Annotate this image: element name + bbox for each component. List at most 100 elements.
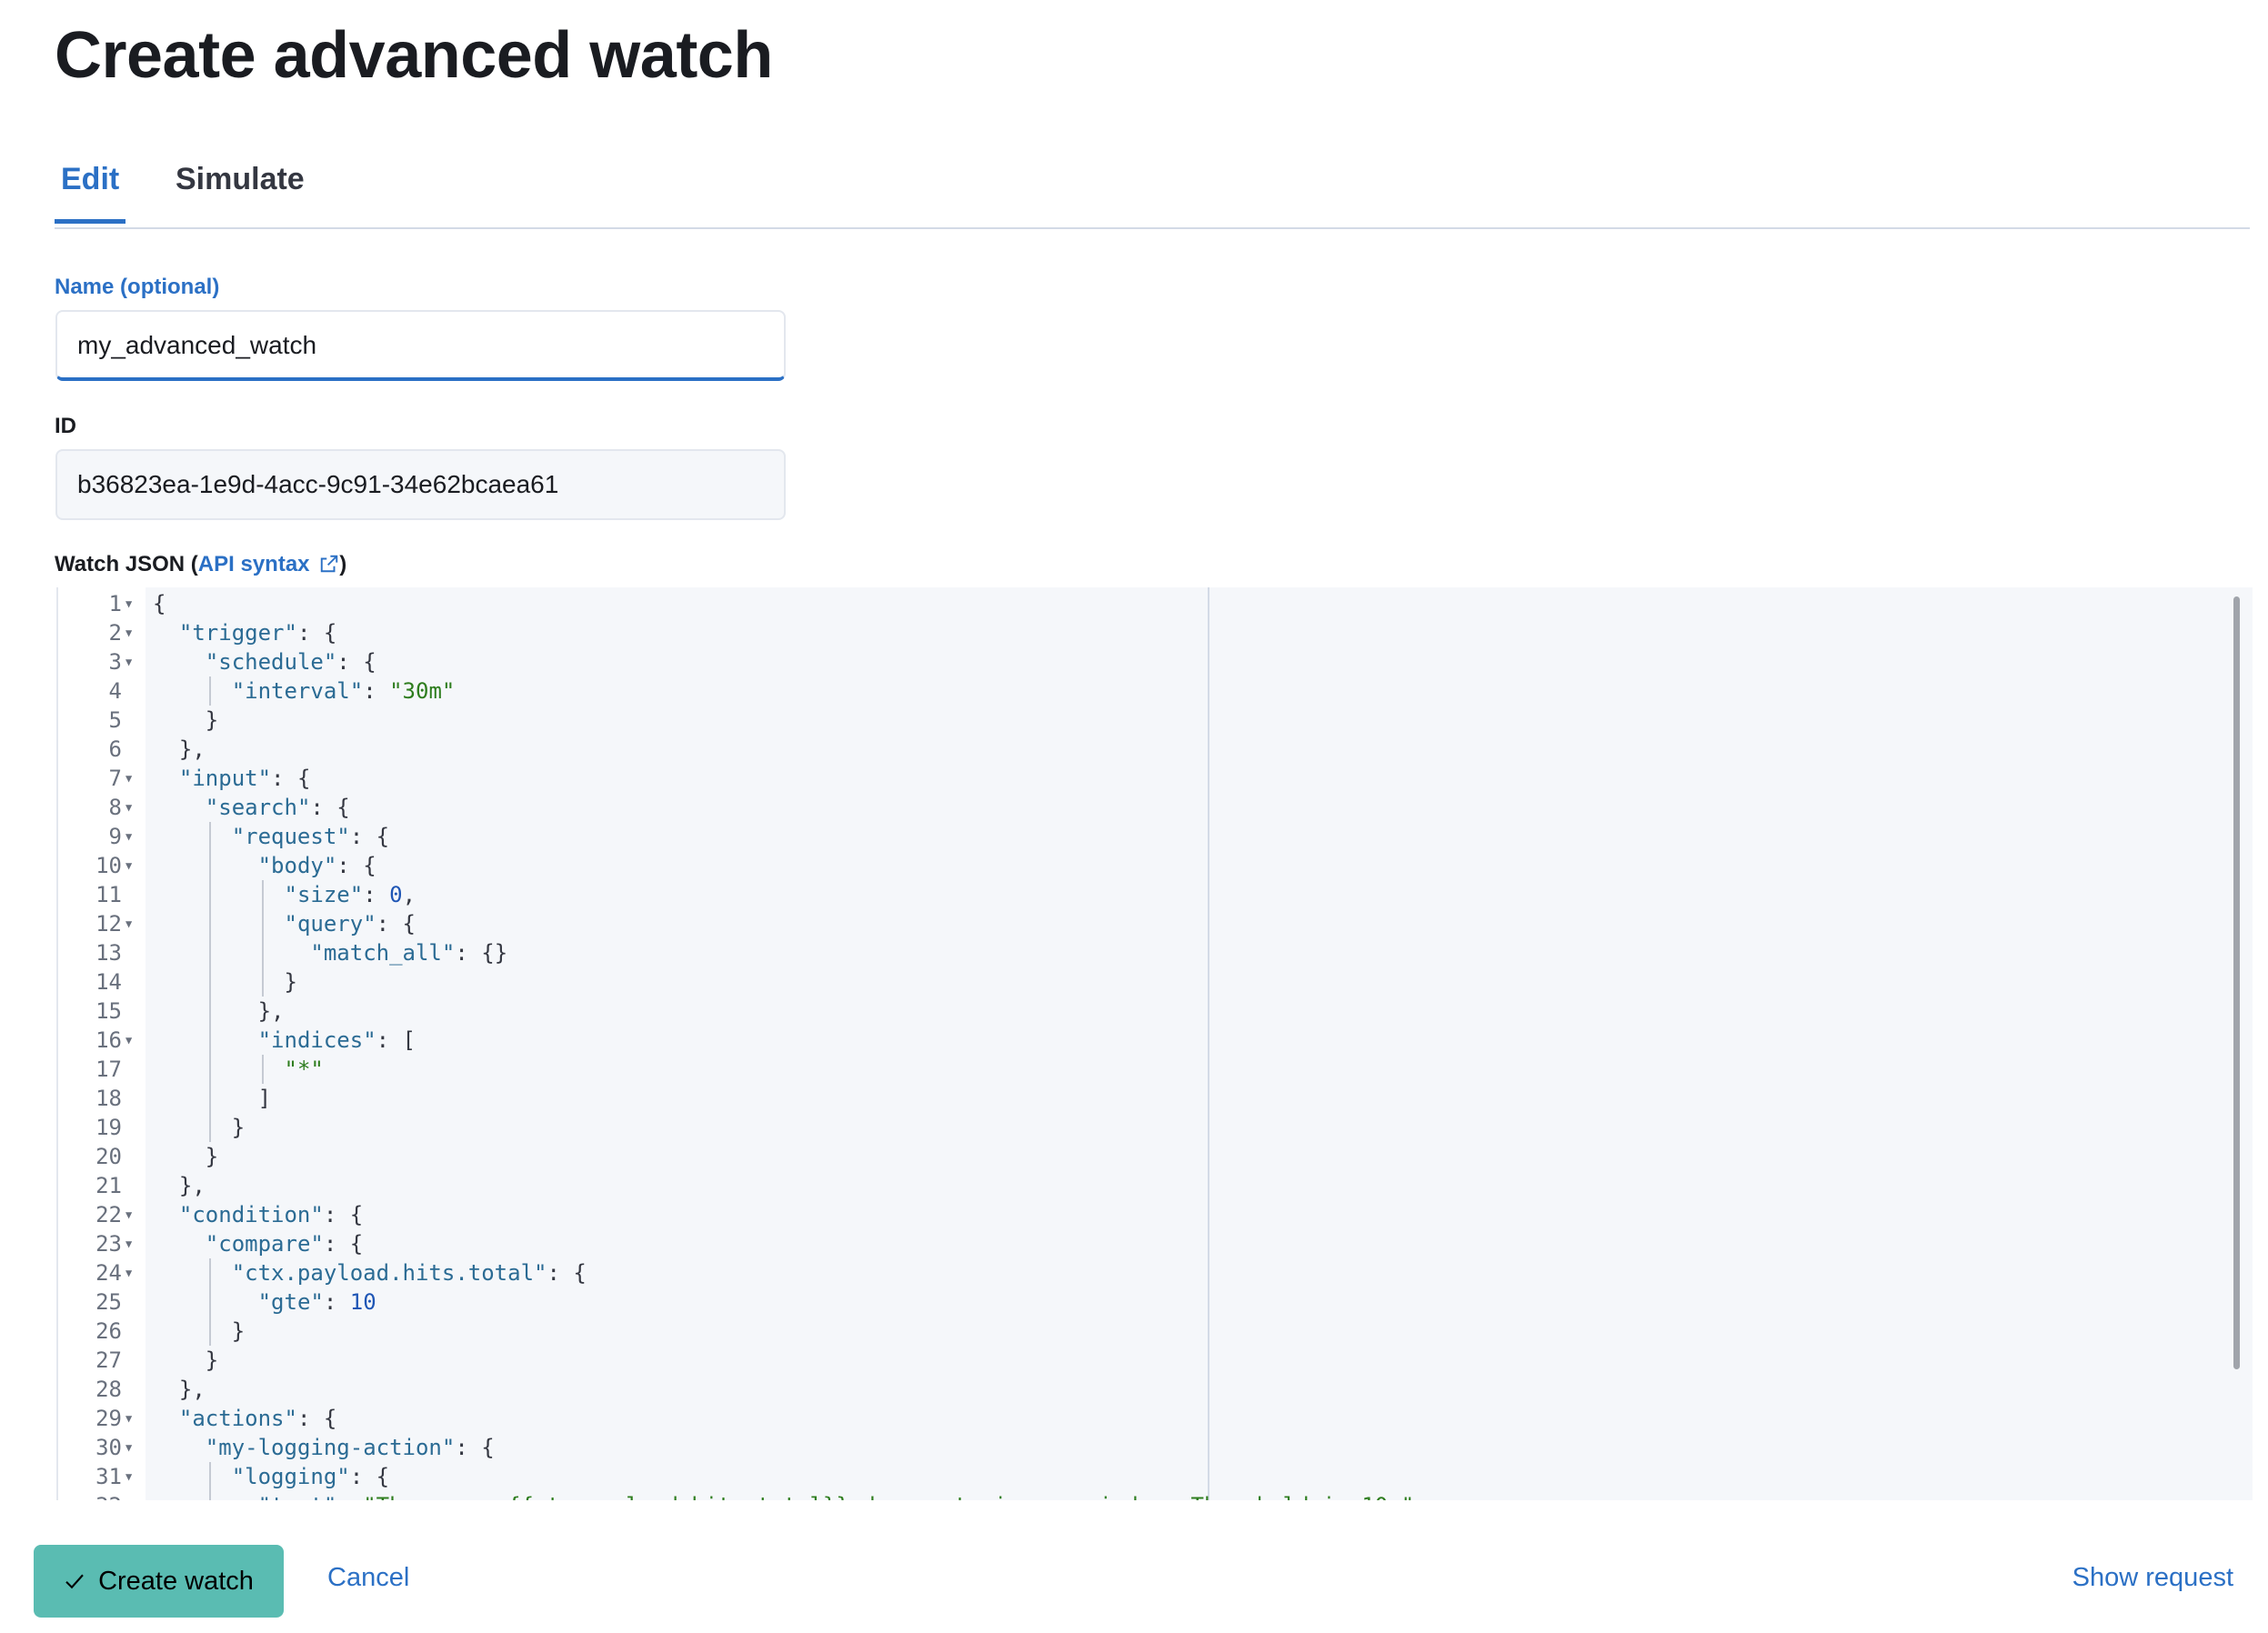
indent-guide bbox=[261, 938, 264, 967]
code-line: 5} bbox=[58, 706, 2241, 735]
fold-toggle-icon[interactable]: ▼ bbox=[125, 830, 133, 843]
json-key: "indices" bbox=[257, 1027, 376, 1053]
json-key: "trigger" bbox=[178, 620, 297, 646]
code-text: "body": { bbox=[258, 851, 376, 880]
line-number: 1 bbox=[108, 591, 122, 616]
code-line: 32 "text": "There are {{ctx.payload.hits.… bbox=[58, 1491, 2241, 1500]
json-punctuation: : { bbox=[336, 853, 376, 878]
line-number: 32 bbox=[58, 1491, 122, 1500]
indent-guide bbox=[208, 1491, 211, 1500]
json-punctuation: : { bbox=[336, 649, 376, 675]
line-number: 30 bbox=[95, 1435, 122, 1460]
line-number: 13 bbox=[95, 940, 122, 966]
fold-toggle-icon[interactable]: ▼ bbox=[125, 1441, 133, 1454]
json-punctuation: } bbox=[231, 1318, 246, 1344]
line-number: 15 bbox=[95, 998, 122, 1024]
code-line: 4 "interval": "30m" bbox=[58, 676, 2241, 706]
json-code-editor[interactable]: 1 ▼{2 ▼ "trigger": {3 ▼ "schedule": {4 "interv… bbox=[56, 587, 2253, 1500]
json-key: "input" bbox=[178, 766, 272, 791]
json-key: "gte" bbox=[257, 1289, 324, 1315]
code-text: "*" bbox=[285, 1055, 324, 1084]
fold-toggle-icon[interactable]: ▼ bbox=[125, 1267, 133, 1279]
line-number: 19 bbox=[95, 1115, 122, 1140]
fold-toggle-icon[interactable]: ▼ bbox=[125, 801, 133, 814]
json-punctuation: : { bbox=[323, 1202, 364, 1227]
code-line: 28}, bbox=[58, 1375, 2241, 1404]
code-text: "ctx.payload.hits.total": { bbox=[232, 1258, 587, 1287]
code-text: } bbox=[232, 1113, 245, 1142]
json-punctuation: : { bbox=[376, 911, 416, 937]
json-key: "my-logging-action" bbox=[205, 1435, 456, 1460]
line-number: 25 bbox=[95, 1289, 122, 1315]
json-string: "There are {{ctx.payload.hits.total}} do… bbox=[363, 1493, 1414, 1500]
fold-toggle-icon[interactable]: ▼ bbox=[125, 626, 133, 639]
fold-toggle-icon[interactable]: ▼ bbox=[125, 656, 133, 668]
code-line: 15}, bbox=[58, 997, 2241, 1026]
line-number: 16 bbox=[95, 1027, 122, 1053]
code-line: 2 ▼ "trigger": { bbox=[58, 618, 2241, 647]
fold-toggle-icon[interactable]: ▼ bbox=[125, 1470, 133, 1483]
json-punctuation: } bbox=[205, 707, 219, 733]
fold-toggle-icon[interactable]: ▼ bbox=[125, 859, 133, 872]
code-line: 14} bbox=[58, 967, 2241, 997]
code-line: 1 ▼ { bbox=[58, 589, 2241, 618]
code-text: "match_all": {} bbox=[310, 938, 507, 967]
json-key: "ctx.payload.hits.total" bbox=[231, 1260, 547, 1286]
code-text: }, bbox=[179, 735, 206, 764]
editor-scrollbar[interactable] bbox=[2233, 596, 2240, 1369]
fold-toggle-icon[interactable]: ▼ bbox=[125, 1412, 133, 1425]
watch-json-label-text: Watch JSON ( bbox=[55, 552, 198, 576]
line-number: 18 bbox=[95, 1086, 122, 1111]
json-punctuation: } bbox=[284, 969, 297, 995]
line-number: 20 bbox=[95, 1144, 122, 1169]
code-line: 26} bbox=[58, 1317, 2241, 1346]
json-punctuation: } bbox=[231, 1115, 246, 1140]
tab-simulate[interactable]: Simulate bbox=[176, 162, 305, 196]
line-number: 23 bbox=[95, 1231, 122, 1257]
fold-toggle-icon[interactable]: ▼ bbox=[125, 1237, 133, 1250]
code-line: 25 "gte": 10 bbox=[58, 1287, 2241, 1317]
line-number: 26 bbox=[95, 1318, 122, 1344]
indent-guide bbox=[208, 851, 211, 880]
create-watch-label: Create watch bbox=[98, 1566, 254, 1596]
code-line: 18] bbox=[58, 1084, 2241, 1113]
create-watch-button[interactable]: Create watch bbox=[34, 1545, 284, 1618]
json-punctuation: { bbox=[153, 591, 166, 616]
tab-edit[interactable]: Edit bbox=[55, 162, 126, 224]
code-text: }, bbox=[258, 997, 285, 1026]
code-line: 12 ▼ "query": { bbox=[58, 909, 2241, 938]
fold-toggle-icon[interactable]: ▼ bbox=[125, 917, 133, 930]
indent-guide bbox=[208, 967, 211, 997]
json-punctuation: : {} bbox=[455, 940, 508, 966]
cancel-button[interactable]: Cancel bbox=[327, 1563, 410, 1592]
json-key: "body" bbox=[257, 853, 337, 878]
json-punctuation: }, bbox=[178, 736, 206, 762]
code-text: } bbox=[206, 1142, 218, 1171]
json-punctuation: } bbox=[205, 1144, 219, 1169]
fold-toggle-icon[interactable]: ▼ bbox=[125, 772, 133, 785]
fold-toggle-icon[interactable]: ▼ bbox=[125, 1208, 133, 1221]
print-margin bbox=[1208, 587, 1209, 1500]
json-punctuation: : { bbox=[349, 824, 390, 849]
indent-guide bbox=[261, 967, 264, 997]
api-syntax-link-text[interactable]: API syntax bbox=[197, 552, 310, 576]
line-number: 12 bbox=[95, 911, 122, 937]
show-request-button[interactable]: Show request bbox=[2072, 1563, 2233, 1592]
api-syntax-link[interactable]: API syntax bbox=[198, 552, 339, 576]
json-punctuation: : { bbox=[271, 766, 311, 791]
page-title: Create advanced watch bbox=[55, 19, 773, 92]
json-number: 10 bbox=[349, 1289, 376, 1315]
fold-toggle-icon[interactable]: ▼ bbox=[125, 1034, 133, 1047]
code-line: 7 ▼ "input": { bbox=[58, 764, 2241, 793]
json-key: "text" bbox=[258, 1493, 337, 1500]
line-number: 5 bbox=[108, 707, 122, 733]
fold-toggle-icon[interactable]: ▼ bbox=[125, 597, 133, 610]
id-input[interactable]: b36823ea-1e9d-4acc-9c91-34e62bcaea61 bbox=[55, 449, 786, 520]
name-input[interactable]: my_advanced_watch bbox=[55, 310, 786, 381]
line-number: 6 bbox=[108, 736, 122, 762]
code-line: 27} bbox=[58, 1346, 2241, 1375]
code-line: 6}, bbox=[58, 735, 2241, 764]
code-text: "text": "There are {{ctx.payload.hits.to… bbox=[258, 1491, 1415, 1500]
code-text: }, bbox=[179, 1171, 206, 1200]
json-punctuation: : { bbox=[310, 795, 350, 820]
